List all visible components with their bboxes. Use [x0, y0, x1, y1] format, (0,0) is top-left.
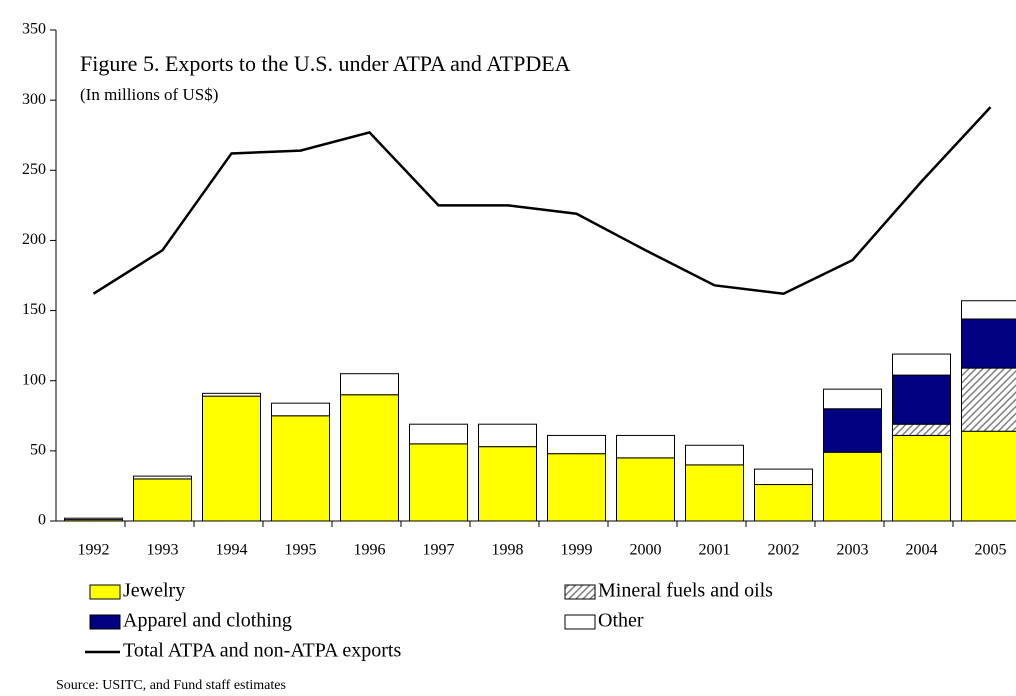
- x-tick-label: 1994: [216, 542, 248, 559]
- bar-segment: [961, 430, 1016, 522]
- y-tick-label: 350: [22, 21, 46, 38]
- bar-segment: [547, 453, 606, 522]
- bar-segment: [685, 444, 744, 466]
- x-tick-label: 2005: [975, 542, 1007, 559]
- y-tick-label: 100: [22, 371, 46, 388]
- legend-label: Other: [598, 610, 644, 632]
- bar-segment: [271, 415, 330, 522]
- y-tick-label: 300: [22, 91, 46, 108]
- bar-segment: [340, 394, 399, 522]
- bar-segment: [754, 468, 813, 486]
- y-tick-label: 150: [22, 301, 46, 318]
- legend-swatch: [564, 584, 596, 600]
- bar-segment: [340, 373, 399, 396]
- bar-segment: [892, 374, 951, 425]
- chart-title: Figure 5. Exports to the U.S. under ATPA…: [80, 51, 571, 76]
- x-tick-label: 1997: [423, 542, 455, 559]
- chart-subtitle: (In millions of US$): [80, 85, 218, 104]
- bar-segment: [892, 434, 951, 522]
- bar-segment: [616, 434, 675, 459]
- bar-segment: [823, 408, 882, 453]
- x-tick-label: 2000: [630, 542, 662, 559]
- legend-swatch: [564, 614, 596, 630]
- bar-segment: [271, 402, 330, 417]
- bar-segment: [547, 434, 606, 455]
- x-tick-label: 1993: [147, 542, 179, 559]
- legend-label: Jewelry: [123, 580, 185, 602]
- bar-segment: [202, 392, 261, 397]
- bar-segment: [64, 517, 123, 521]
- source-note: Source: USITC, and Fund staff estimates: [56, 678, 286, 693]
- bar-segment: [478, 446, 537, 522]
- x-tick-label: 2003: [837, 542, 869, 559]
- x-tick-label: 2002: [768, 542, 800, 559]
- bar-segment: [133, 475, 192, 480]
- x-tick-label: 1992: [78, 542, 110, 559]
- legend-label: Total ATPA and non-ATPA exports: [123, 640, 401, 662]
- x-tick-label: 1995: [285, 542, 317, 559]
- bar-segment: [823, 388, 882, 410]
- legend-label: Apparel and clothing: [123, 610, 292, 632]
- line-series: [92, 106, 992, 296]
- bar-segment: [409, 443, 468, 522]
- x-tick-label: 2001: [699, 542, 731, 559]
- y-tick-label: 250: [22, 161, 46, 178]
- y-tick-label: 50: [30, 442, 46, 459]
- bar-segment: [961, 318, 1016, 369]
- legend-swatch: [89, 584, 121, 600]
- legend-swatch: [89, 614, 121, 630]
- bar-segment: [892, 423, 951, 436]
- bar-segment: [961, 367, 1016, 432]
- y-tick-label: 0: [38, 512, 46, 529]
- y-tick-label: 200: [22, 231, 46, 248]
- bar-segment: [892, 353, 951, 376]
- bar-segment: [409, 423, 468, 445]
- bar-segment: [202, 395, 261, 522]
- bar-segment: [961, 300, 1016, 320]
- bar-segment: [478, 423, 537, 448]
- bar-segment: [616, 457, 675, 522]
- legend-label: Mineral fuels and oils: [598, 580, 773, 602]
- x-tick-label: 1996: [354, 542, 386, 559]
- bar-segment: [133, 478, 192, 522]
- x-tick-label: 1999: [561, 542, 593, 559]
- bar-segment: [754, 484, 813, 522]
- bar-segment: [823, 451, 882, 522]
- bar-segment: [685, 464, 744, 522]
- x-tick-label: 1998: [492, 542, 524, 559]
- x-tick-label: 2004: [906, 542, 938, 559]
